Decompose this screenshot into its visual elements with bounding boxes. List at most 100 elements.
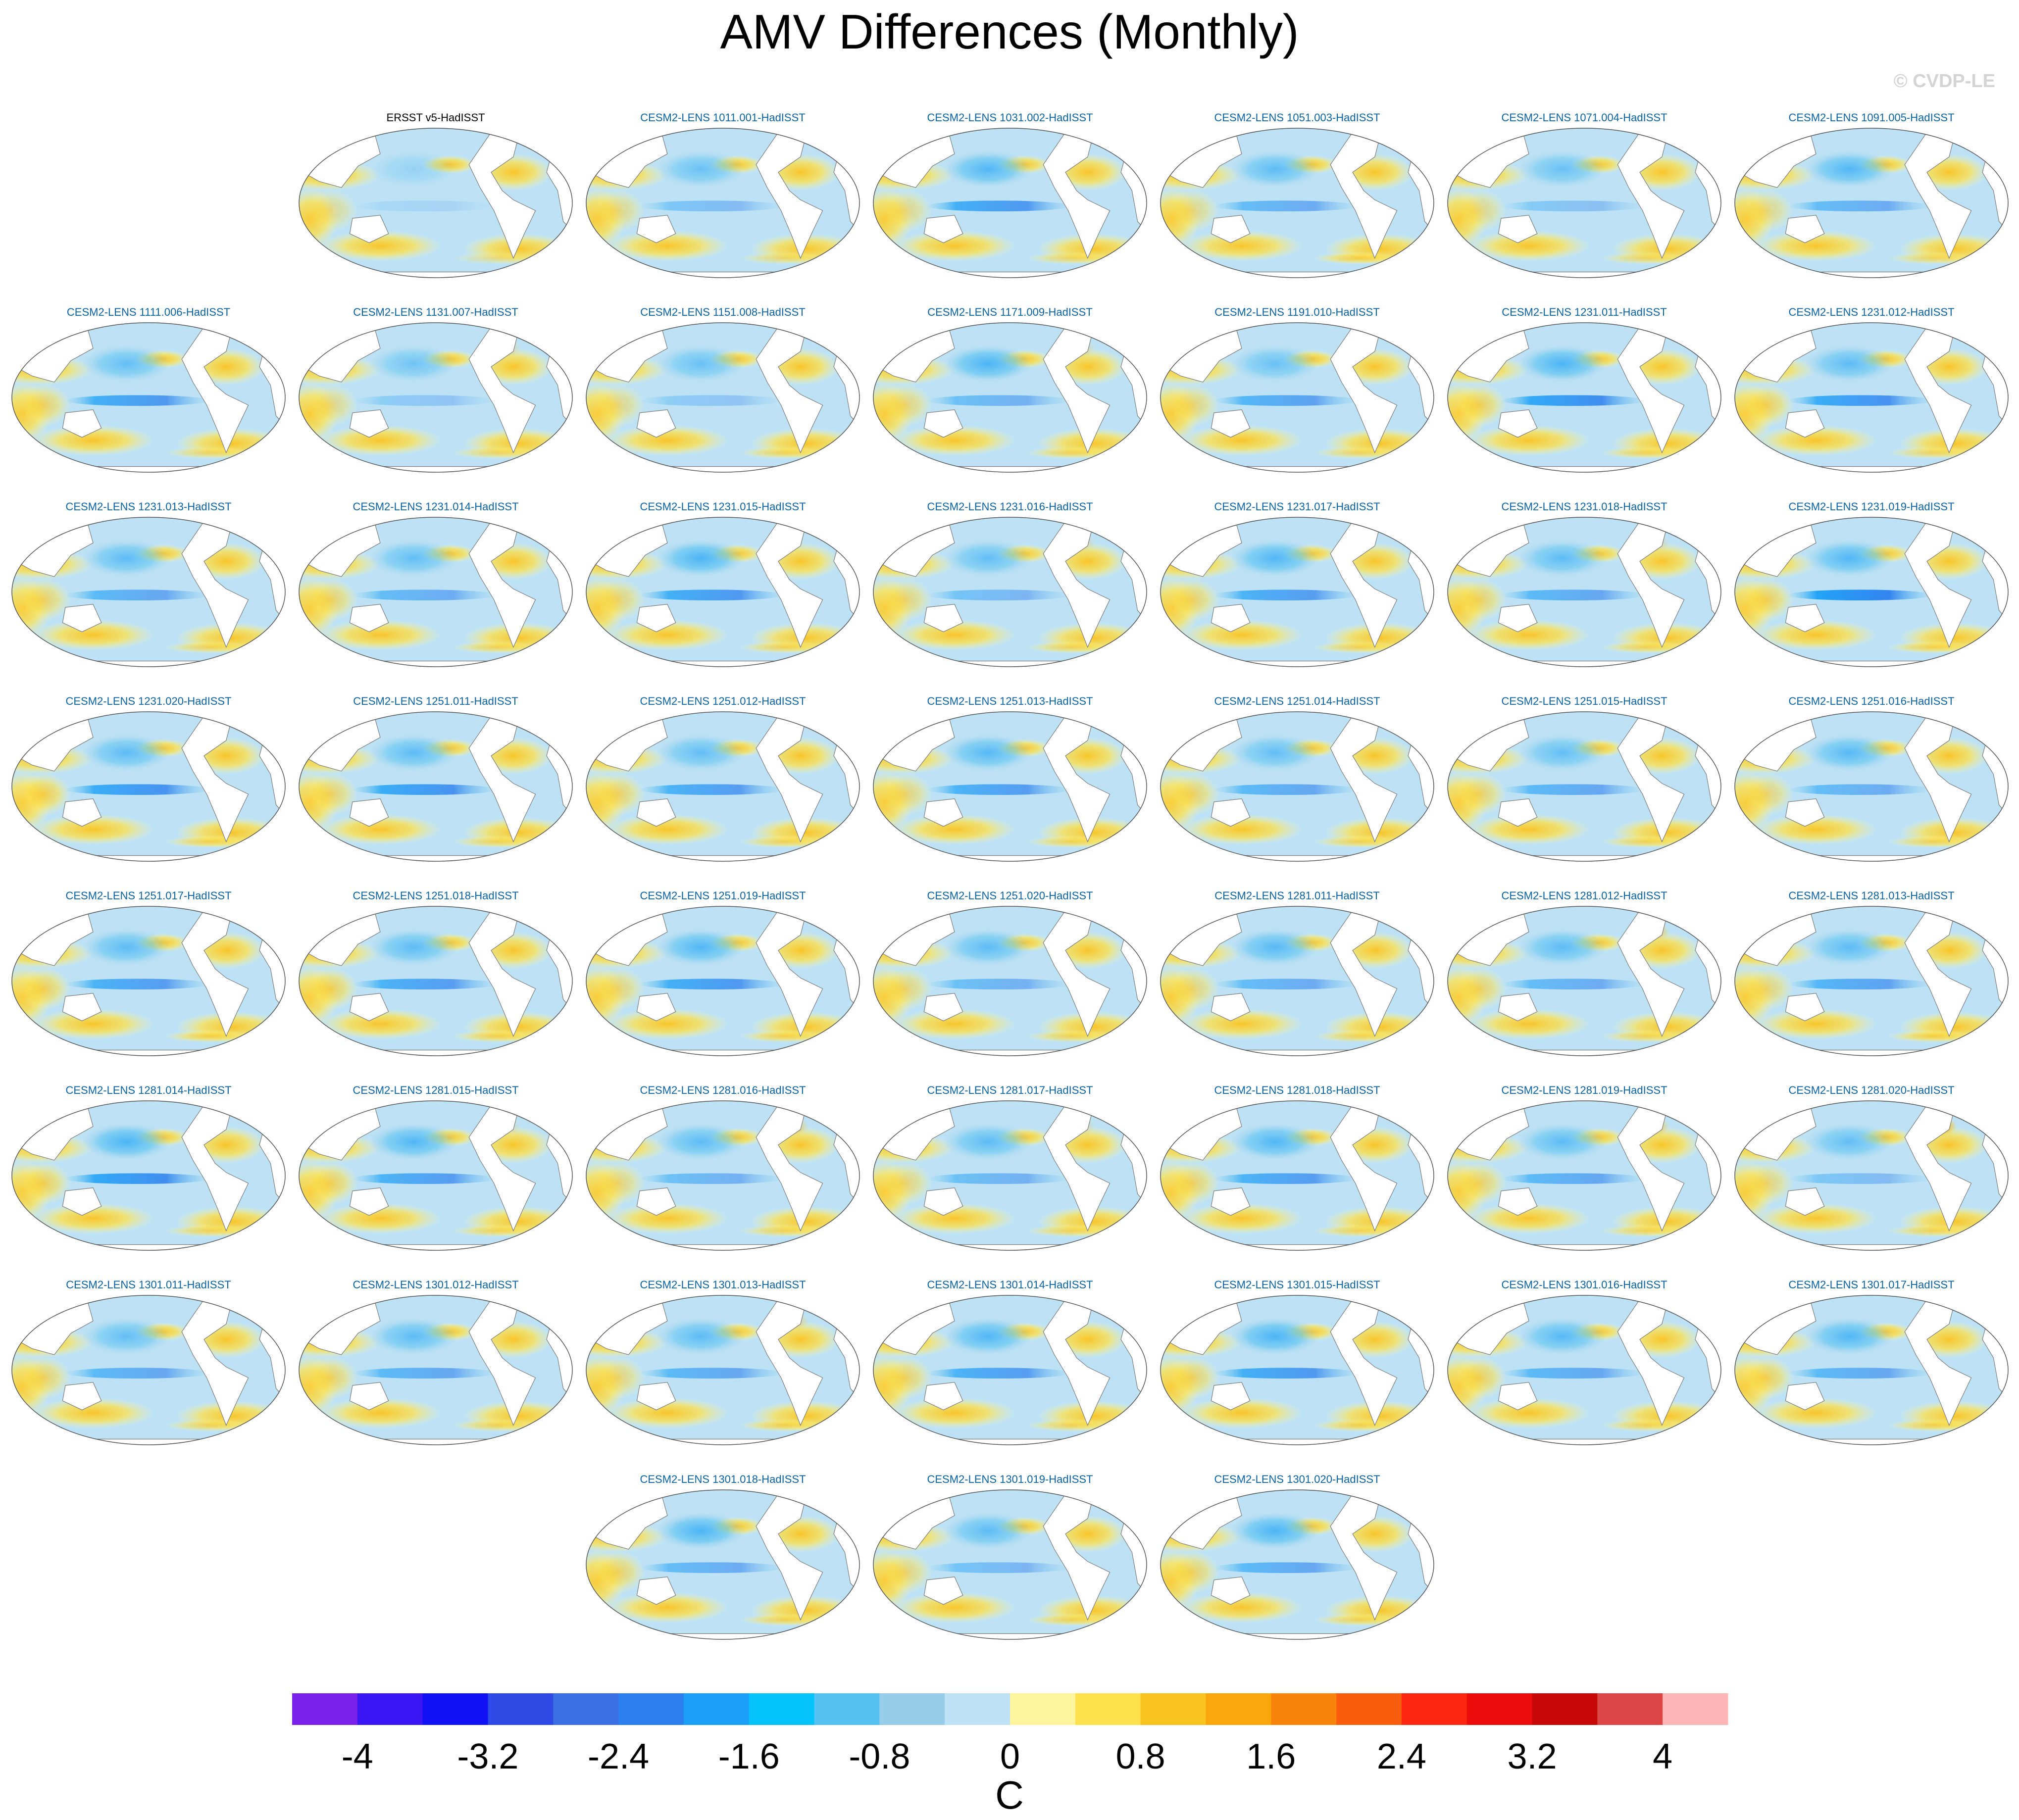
continent bbox=[873, 271, 1147, 278]
southern-ocean-anomaly bbox=[165, 641, 254, 653]
map-panel: CESM2-LENS 1151.008-HadISST bbox=[586, 306, 860, 473]
north-pacific-anomaly bbox=[943, 150, 1032, 188]
indian-ocean-anomaly bbox=[590, 1551, 646, 1594]
continent bbox=[1735, 660, 2008, 667]
equatorial-pacific-band bbox=[640, 590, 784, 601]
continent bbox=[1043, 715, 1110, 843]
north-pacific-anomaly bbox=[369, 150, 458, 188]
equatorial-pacific-band bbox=[1788, 784, 1933, 795]
continent bbox=[1498, 1382, 1538, 1411]
continent bbox=[873, 1633, 1147, 1639]
map-outline bbox=[1734, 517, 2009, 667]
indian-ocean-anomaly bbox=[590, 967, 646, 1010]
map-panel: CESM2-LENS 1171.009-HadISST bbox=[873, 306, 1147, 473]
indian-ocean-anomaly bbox=[877, 189, 933, 232]
north-pacific-anomaly bbox=[1230, 929, 1319, 966]
colorbar-tick-label: 2.4 bbox=[1377, 1737, 1426, 1776]
colorbar-swatch bbox=[683, 1693, 750, 1725]
continent bbox=[12, 1244, 285, 1250]
southern-ocean-anomaly bbox=[165, 836, 254, 848]
southern-ocean-anomaly bbox=[452, 446, 541, 459]
panel-title: CESM2-LENS 1281.019-HadISST bbox=[1501, 1084, 1667, 1096]
map-outline bbox=[299, 322, 573, 473]
indian-ocean-anomaly bbox=[590, 189, 646, 232]
colorbar-swatch bbox=[1597, 1693, 1663, 1725]
continent bbox=[349, 215, 389, 244]
continent bbox=[1043, 910, 1110, 1037]
north-pacific-anomaly bbox=[656, 540, 745, 577]
continent bbox=[1448, 660, 1721, 667]
panel-title: CESM2-LENS 1231.017-HadISST bbox=[1214, 500, 1380, 513]
continent bbox=[62, 993, 102, 1022]
southern-ocean-anomaly bbox=[739, 446, 828, 459]
continent bbox=[12, 1049, 285, 1056]
panel-title: CESM2-LENS 1191.010-HadISST bbox=[1214, 306, 1379, 318]
continent bbox=[12, 466, 285, 472]
equatorial-pacific-band bbox=[1501, 395, 1646, 406]
continent bbox=[1785, 1187, 1825, 1216]
continent bbox=[1211, 1382, 1251, 1411]
continent bbox=[349, 1187, 389, 1216]
continent bbox=[586, 271, 859, 278]
continent bbox=[1617, 1299, 1685, 1426]
positive-anomaly bbox=[1180, 814, 1303, 845]
equatorial-pacific-band bbox=[353, 1368, 497, 1379]
north-pacific-anomaly bbox=[656, 1512, 745, 1549]
map-panel: CESM2-LENS 1301.012-HadISST bbox=[299, 1279, 573, 1445]
colorbar-tick-label: 3.2 bbox=[1507, 1737, 1557, 1776]
equatorial-pacific-band bbox=[1788, 1173, 1933, 1184]
indian-ocean-anomaly bbox=[590, 1162, 646, 1205]
north-pacific-anomaly bbox=[943, 540, 1032, 577]
map-outline bbox=[1447, 517, 1721, 667]
indian-ocean-anomaly bbox=[590, 1356, 646, 1399]
colorbar-swatch bbox=[1532, 1693, 1598, 1725]
equatorial-pacific-band bbox=[927, 784, 1071, 795]
continent bbox=[1211, 993, 1251, 1022]
north-pacific-anomaly bbox=[1517, 150, 1607, 188]
equatorial-pacific-band bbox=[927, 1173, 1071, 1184]
continent bbox=[586, 1438, 859, 1445]
indian-ocean-anomaly bbox=[877, 773, 933, 816]
southern-ocean-anomaly bbox=[1313, 252, 1403, 264]
indian-ocean-anomaly bbox=[877, 384, 933, 427]
southern-ocean-anomaly bbox=[1313, 1225, 1403, 1237]
equatorial-pacific-band bbox=[927, 1368, 1071, 1379]
continent bbox=[1448, 855, 1721, 861]
continent bbox=[181, 910, 249, 1037]
continent bbox=[1043, 1493, 1110, 1621]
southern-ocean-anomaly bbox=[739, 1419, 828, 1432]
positive-anomaly bbox=[319, 1397, 442, 1428]
continent bbox=[873, 1049, 1147, 1056]
continent bbox=[1161, 855, 1434, 861]
continent bbox=[299, 855, 572, 861]
map-panel: CESM2-LENS 1231.017-HadISST bbox=[1160, 500, 1434, 667]
map-panel: CESM2-LENS 1111.006-HadISST bbox=[11, 306, 286, 473]
map-panel: CESM2-LENS 1251.017-HadISST bbox=[11, 889, 286, 1056]
equatorial-pacific-band bbox=[353, 979, 497, 990]
southern-ocean-anomaly bbox=[1026, 1030, 1115, 1043]
panel-title: ERSST v5-HadISST bbox=[387, 111, 485, 124]
panel-title: CESM2-LENS 1011.001-HadISST bbox=[640, 111, 805, 124]
continent bbox=[1617, 521, 1685, 648]
panel-title: CESM2-LENS 1231.016-HadISST bbox=[927, 500, 1093, 513]
colorbar-swatch bbox=[879, 1693, 945, 1725]
north-pacific-anomaly bbox=[656, 150, 745, 188]
map-outline bbox=[1160, 711, 1434, 862]
figure-title: AMV Differences (Monthly) bbox=[720, 4, 1299, 59]
map-panel: CESM2-LENS 1281.014-HadISST bbox=[11, 1084, 286, 1251]
colorbar-tick-label: 4 bbox=[1653, 1737, 1672, 1776]
southern-ocean-anomaly bbox=[165, 446, 254, 459]
continent bbox=[468, 326, 536, 454]
equatorial-pacific-band bbox=[1501, 1173, 1646, 1184]
southern-ocean-anomaly bbox=[1313, 446, 1403, 459]
continent bbox=[62, 409, 102, 438]
colorbar-tick-label: 0.8 bbox=[1116, 1737, 1165, 1776]
equatorial-pacific-band bbox=[1788, 395, 1933, 406]
positive-anomaly bbox=[32, 1397, 154, 1428]
indian-ocean-anomaly bbox=[590, 384, 646, 427]
equatorial-pacific-band bbox=[65, 1173, 210, 1184]
indian-ocean-anomaly bbox=[1451, 967, 1507, 1010]
map-panel: CESM2-LENS 1231.019-HadISST bbox=[1734, 500, 2009, 667]
map-outline bbox=[299, 711, 573, 862]
map-panel: CESM2-LENS 1231.015-HadISST bbox=[586, 500, 860, 667]
